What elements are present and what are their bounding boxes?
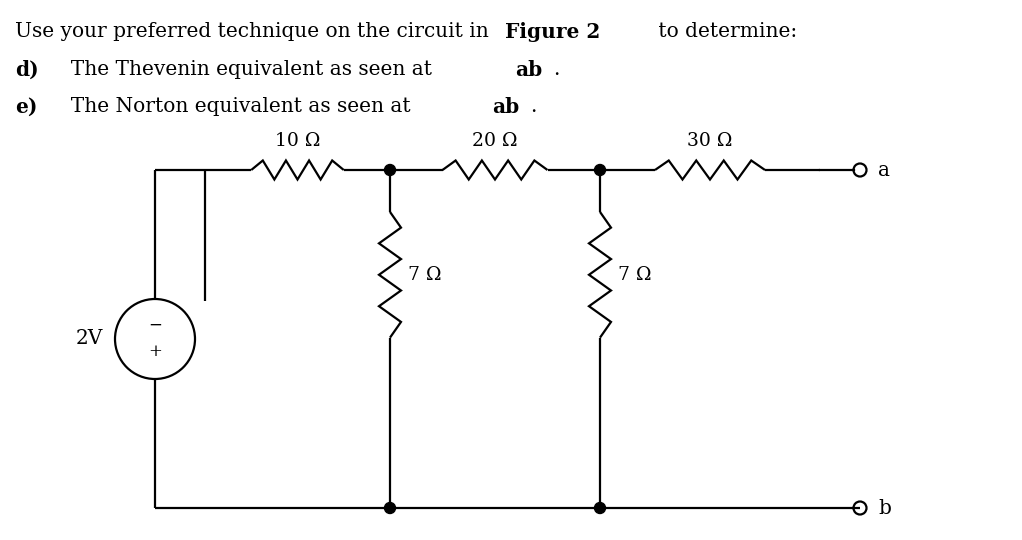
Text: e): e) (15, 97, 38, 117)
Text: +: + (148, 343, 161, 361)
Text: 30 Ω: 30 Ω (688, 132, 733, 150)
Text: 10 Ω: 10 Ω (275, 132, 320, 150)
Circle shape (384, 165, 396, 176)
Text: Figure 2: Figure 2 (505, 22, 600, 42)
Text: b: b (878, 498, 891, 517)
Text: 20 Ω: 20 Ω (472, 132, 518, 150)
Text: The Thevenin equivalent as seen at: The Thevenin equivalent as seen at (58, 60, 438, 79)
Text: .: . (553, 60, 559, 79)
Text: The Norton equivalent as seen at: The Norton equivalent as seen at (58, 97, 417, 116)
Text: ab: ab (492, 97, 519, 117)
Circle shape (595, 503, 605, 514)
Circle shape (384, 503, 396, 514)
Text: Use your preferred technique on the circuit in: Use your preferred technique on the circ… (15, 22, 495, 41)
Text: .: . (530, 97, 537, 116)
Circle shape (595, 165, 605, 176)
Text: ab: ab (515, 60, 543, 80)
Text: to determine:: to determine: (652, 22, 797, 41)
Text: 7 Ω: 7 Ω (408, 266, 442, 284)
Text: d): d) (15, 60, 39, 80)
Text: a: a (878, 160, 890, 179)
Text: 2V: 2V (76, 329, 103, 348)
Text: −: − (148, 316, 161, 334)
Text: 7 Ω: 7 Ω (618, 266, 651, 284)
